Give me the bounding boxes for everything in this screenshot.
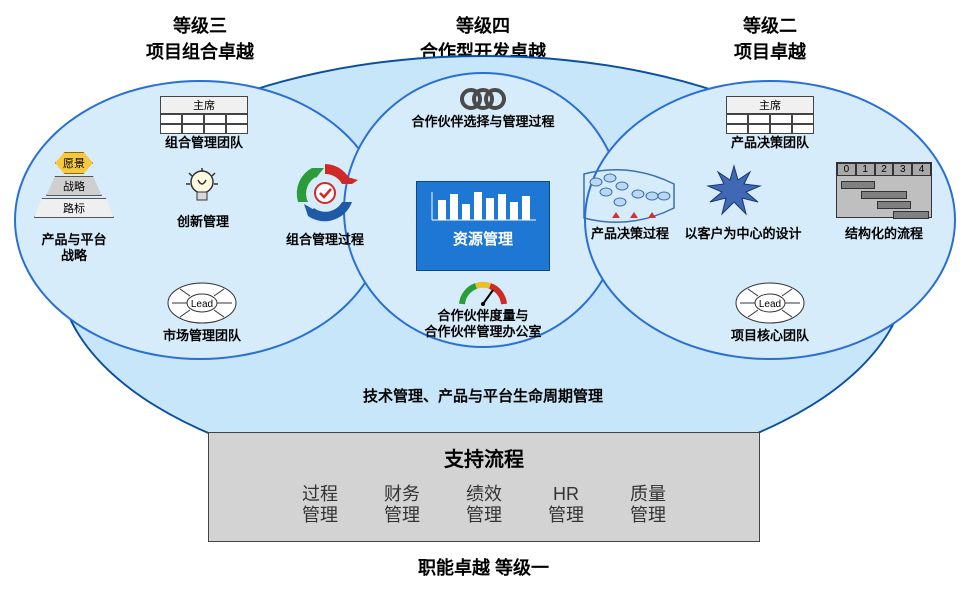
lead-wheel-left: Lead [164,280,240,326]
support-process-box: 支持流程 过程 管理 财务 管理 绩效 管理 HR 管理 质量 管理 [208,432,760,542]
gantt-col-0: 0 [837,163,856,176]
core-team-label: 项目核心团队 [726,328,814,344]
gantt-col-4: 4 [912,163,931,176]
product-decision-process-label: 产品决策过程 [584,226,676,242]
support-title: 支持流程 [209,443,759,472]
support-row: 过程 管理 财务 管理 绩效 管理 HR 管理 质量 管理 [209,484,759,525]
partner-metrics-label-l1: 合作伙伴度量与 [410,308,556,324]
support-item-performance-l2: 管理 [466,505,502,526]
support-item-process-l1: 过程 [302,484,338,505]
left-team-title: 主席 [160,96,248,114]
title-level2-l2: 项目卓越 [680,38,860,64]
support-item-hr-l2: 管理 [548,505,584,526]
gantt-bar [877,201,911,209]
left-team-block: 主席 [160,96,248,134]
support-item-quality-l2: 管理 [630,505,666,526]
resource-management-box: 资源管理 [416,181,550,271]
bottom-title: 职能卓越 等级一 [0,554,967,580]
pyramid-tier3: 路标 [34,198,114,218]
customer-centric-label: 以客户为中心的设计 [680,226,806,242]
lead-wheel-right-text: Lead [759,299,781,310]
lead-wheel-right: Lead [732,280,808,326]
support-item-quality: 质量 管理 [630,484,666,525]
left-team-grid [160,114,248,134]
lightbulb-icon [184,168,220,217]
support-item-finance-l1: 财务 [384,484,420,505]
pyramid-tier1: 愿景 [55,152,93,174]
lead-wheel-left-text: Lead [191,299,213,310]
bar-chart-icon [428,188,538,224]
right-team-title: 主席 [726,96,814,114]
partner-select-label: 合作伙伴选择与管理过程 [400,114,566,130]
gantt-col-1: 1 [856,163,875,176]
lifecycle-management-label: 技术管理、产品与平台生命周期管理 [333,388,633,406]
title-level2: 等级二 项目卓越 [680,12,860,64]
resource-management-label: 资源管理 [417,226,549,255]
starburst-icon [706,164,762,225]
right-team-label: 产品决策团队 [726,135,814,151]
support-item-finance-l2: 管理 [384,505,420,526]
title-level4-l1: 等级四 [388,12,578,38]
strategy-pyramid-label: 产品与平台 战略 [28,232,120,263]
support-item-finance: 财务 管理 [384,484,420,525]
support-item-hr: HR 管理 [548,484,584,525]
partner-metrics-label-l2: 合作伙伴管理办公室 [410,324,556,340]
strategy-pyramid-label-l1: 产品与平台 [28,232,120,248]
right-team-grid [726,114,814,134]
gantt-chart: 0 1 2 3 4 [836,162,932,218]
title-level3: 等级三 项目组合卓越 [110,12,290,64]
innovation-label: 创新管理 [168,214,238,230]
left-team-label: 组合管理团队 [160,135,248,151]
pyramid-tier2: 战略 [46,176,102,196]
support-item-hr-l1: HR [548,484,584,505]
gantt-bar [861,191,907,199]
support-item-performance: 绩效 管理 [466,484,502,525]
support-item-process: 过程 管理 [302,484,338,525]
interlocking-rings-icon [457,86,509,117]
strategy-pyramid-label-l2: 战略 [28,248,120,264]
portfolio-process-label: 组合管理过程 [278,232,372,248]
title-level3-l1: 等级三 [110,12,290,38]
gantt-col-2: 2 [875,163,894,176]
cycle-arrows-icon [290,158,360,233]
structured-process-label: 结构化的流程 [832,226,936,242]
funnel-icon [582,168,678,229]
gantt-bar [893,211,929,219]
support-item-quality-l1: 质量 [630,484,666,505]
support-item-performance-l1: 绩效 [466,484,502,505]
gantt-col-3: 3 [893,163,912,176]
market-team-label: 市场管理团队 [158,328,246,344]
right-team-block: 主席 [726,96,814,134]
strategy-pyramid: 愿景 战略 路标 [34,152,114,228]
title-level2-l1: 等级二 [680,12,860,38]
gantt-bar [841,181,875,189]
support-item-process-l2: 管理 [302,505,338,526]
title-level3-l2: 项目组合卓越 [110,38,290,64]
partner-metrics-label: 合作伙伴度量与 合作伙伴管理办公室 [410,308,556,339]
